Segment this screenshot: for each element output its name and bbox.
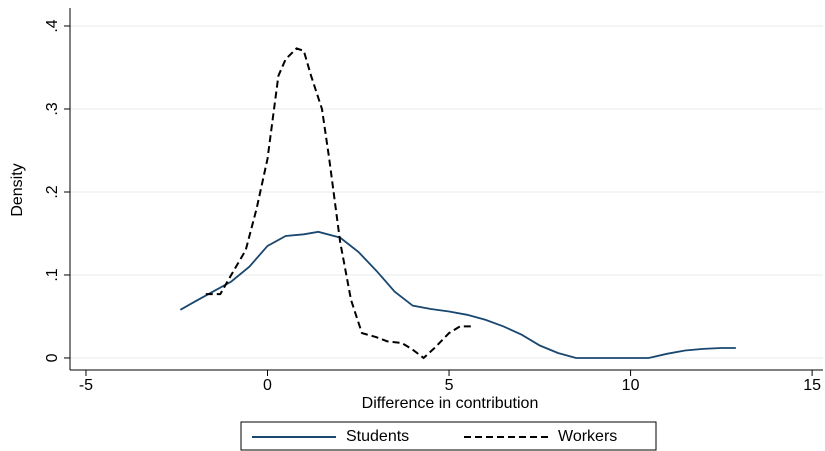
legend-label: Workers bbox=[558, 428, 617, 445]
legend-label: Students bbox=[346, 428, 409, 445]
x-tick-label: 10 bbox=[622, 377, 640, 394]
x-tick-label: 15 bbox=[803, 377, 821, 394]
y-axis-title: Density bbox=[9, 163, 26, 216]
x-tick-label: 5 bbox=[445, 377, 454, 394]
y-tick-label: 0 bbox=[44, 353, 61, 362]
line-series bbox=[205, 47, 471, 360]
line-series bbox=[179, 230, 736, 359]
y-tick-label: .1 bbox=[44, 268, 61, 281]
y-tick-label: .3 bbox=[44, 102, 61, 115]
x-tick-label: -5 bbox=[79, 377, 93, 394]
x-tick-label: 0 bbox=[263, 377, 272, 394]
y-tick-label: .2 bbox=[44, 185, 61, 198]
x-axis-title: Difference in contribution bbox=[362, 395, 539, 412]
y-tick-label: .4 bbox=[44, 19, 61, 32]
